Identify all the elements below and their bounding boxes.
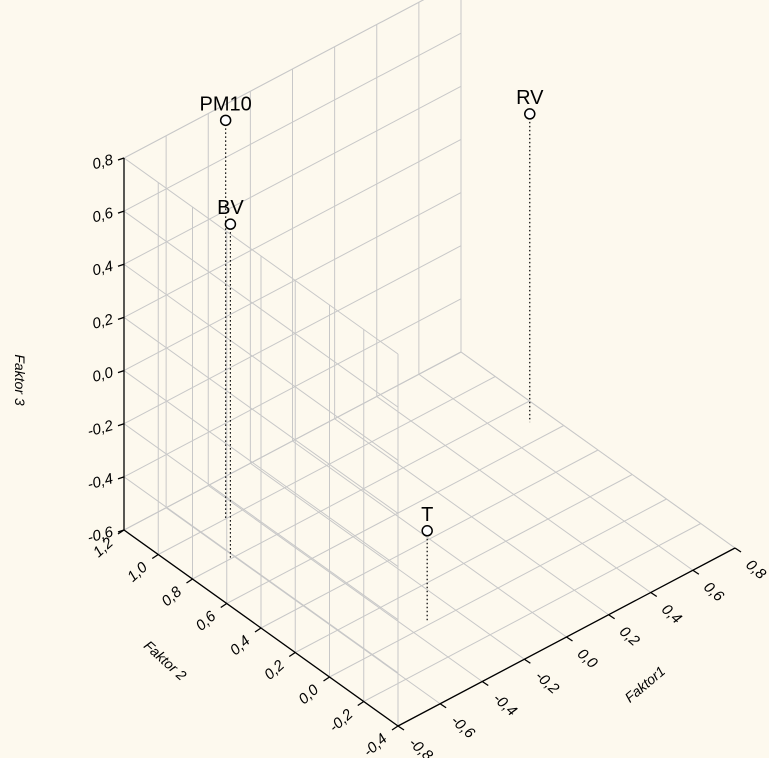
z-tick-mark xyxy=(117,529,125,533)
x-tick-label: -0,4 xyxy=(490,690,521,720)
y-tick-label: 0,0 xyxy=(295,681,322,708)
z-axis-title: Faktor 3 xyxy=(12,354,28,406)
x-tick-mark xyxy=(692,569,700,575)
y-tick-label: 0,8 xyxy=(158,583,185,610)
grid-line xyxy=(158,376,496,555)
grid-line xyxy=(123,32,462,212)
y-tick-mark xyxy=(186,578,193,584)
grid-line xyxy=(123,85,462,265)
y-tick-label: 0,2 xyxy=(261,656,288,683)
grid-line xyxy=(123,370,399,567)
x-tick-mark xyxy=(608,614,615,620)
x-tick-mark xyxy=(734,547,742,553)
data-points: PM10 BV T RV xyxy=(200,87,544,622)
z-tick-label: 0,6 xyxy=(90,204,115,226)
data-point xyxy=(219,114,232,127)
z-tick-label: -0,2 xyxy=(86,417,116,440)
y-tick-mark xyxy=(151,553,159,560)
y-tick-label: 0,6 xyxy=(193,607,220,634)
z-tick-mark xyxy=(117,210,125,214)
z-tick-label: 0,4 xyxy=(90,258,115,280)
z-tick-label: 0,8 xyxy=(90,151,115,173)
point-label: RV xyxy=(516,87,544,109)
grid-line xyxy=(192,400,530,580)
plot-box xyxy=(123,0,736,727)
grid-line xyxy=(123,245,462,425)
x-tick-label: -0,8 xyxy=(405,734,436,758)
y-axis-title: Faktor 2 xyxy=(141,637,190,683)
grid-line xyxy=(123,192,462,372)
y-tick-label: 1,0 xyxy=(124,558,151,585)
grid-line xyxy=(295,474,633,653)
point-label: PM10 xyxy=(200,93,252,115)
grid-line xyxy=(123,351,462,531)
y-tick-mark xyxy=(288,651,296,658)
z-tick-label: -0,4 xyxy=(86,470,115,493)
x-tick-label: 0,6 xyxy=(700,579,727,606)
x-tick-label: -0,2 xyxy=(532,668,563,698)
y-tick-mark xyxy=(220,602,228,609)
z-tick-label: 0,2 xyxy=(90,311,115,333)
grid-line xyxy=(123,476,399,674)
point-label: BV xyxy=(217,197,244,219)
x-tick-label: 0,4 xyxy=(658,601,685,628)
y-tick-mark xyxy=(254,627,262,633)
z-tick-mark xyxy=(117,423,125,427)
z-tick-mark xyxy=(117,316,125,321)
x-tick-mark xyxy=(439,703,447,709)
grid-line xyxy=(123,298,462,478)
grid-line xyxy=(329,498,667,678)
x-axis-title: Faktor1 xyxy=(621,663,668,706)
data-point xyxy=(421,525,433,537)
grid-line xyxy=(123,210,399,408)
grid-line xyxy=(123,0,425,159)
z-tick-mark xyxy=(117,476,125,480)
y-tick-mark xyxy=(323,676,330,682)
z-tick-mark xyxy=(117,369,125,374)
point-label: T xyxy=(421,504,433,526)
grid-line xyxy=(123,263,399,461)
y-tick-label: -0,2 xyxy=(326,705,357,735)
data-point xyxy=(224,218,237,230)
x-tick-mark xyxy=(650,591,658,598)
grid-line xyxy=(123,317,399,514)
z-tick-mark xyxy=(117,157,125,161)
y-tick-mark xyxy=(391,725,399,731)
grid-line xyxy=(123,157,399,355)
grid-line xyxy=(226,425,564,604)
y-tick-mark xyxy=(357,700,365,707)
grid-line xyxy=(123,138,462,318)
x-tick-mark xyxy=(524,658,531,664)
x-tick-mark xyxy=(481,680,489,687)
z-tick-label: 0,0 xyxy=(90,364,115,386)
x-tick-label: -0,6 xyxy=(447,712,478,742)
x-tick-mark xyxy=(397,725,405,731)
x-tick-label: 0,2 xyxy=(616,623,643,650)
y-tick-label: 0,4 xyxy=(227,632,254,659)
grid-line xyxy=(123,423,399,621)
x-tick-mark xyxy=(566,636,573,642)
x-tick-label: 0,0 xyxy=(574,645,601,672)
grid-line xyxy=(260,449,599,629)
data-point xyxy=(524,108,536,120)
z-tick-mark xyxy=(117,263,125,267)
z-tick-label: -0,6 xyxy=(86,523,116,546)
y-tick-label: -0,4 xyxy=(360,730,391,758)
x-tick-label: 0,8 xyxy=(742,556,769,583)
grid-line xyxy=(363,523,701,702)
